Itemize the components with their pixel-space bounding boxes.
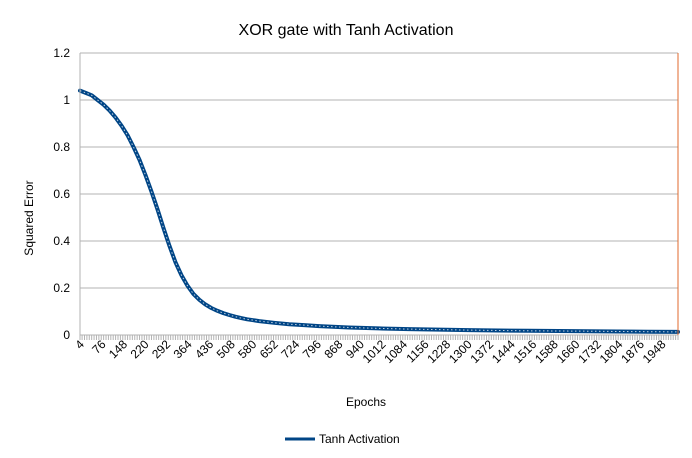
x-tick-label: 652 bbox=[257, 337, 281, 361]
x-tick-label: 868 bbox=[321, 337, 345, 361]
x-tick-label: 364 bbox=[171, 337, 195, 361]
x-tick-label: 1876 bbox=[618, 337, 647, 366]
x-tick-label: 1444 bbox=[489, 337, 518, 366]
x-tick-label: 220 bbox=[128, 337, 152, 361]
x-tick-label: 1156 bbox=[403, 337, 431, 365]
x-tick-label: 148 bbox=[106, 337, 130, 361]
legend-label: Tanh Activation bbox=[319, 432, 400, 446]
x-tick-label: 1516 bbox=[511, 337, 540, 366]
y-tick-label: 0 bbox=[63, 328, 70, 342]
x-axis-label: Epochs bbox=[346, 395, 386, 409]
x-tick-label: 508 bbox=[214, 337, 238, 361]
y-tick-label: 1.2 bbox=[53, 46, 70, 60]
x-tick-label: 1372 bbox=[467, 337, 496, 366]
y-tick-label: 1 bbox=[63, 93, 70, 107]
y-axis-label: Squared Error bbox=[22, 180, 36, 255]
legend: Tanh Activation bbox=[285, 432, 400, 446]
x-tick-label: 1804 bbox=[597, 337, 626, 366]
x-tick-label: 580 bbox=[235, 337, 259, 361]
x-tick-label: 436 bbox=[192, 337, 216, 361]
x-tick-label: 1948 bbox=[640, 337, 669, 366]
x-tick-labels: 4 761482202923644365085806527247968689401… bbox=[72, 337, 668, 366]
y-tick-label: 0.4 bbox=[53, 234, 70, 248]
gridlines bbox=[80, 52, 678, 289]
x-tick-label: 1228 bbox=[424, 337, 453, 366]
y-tick-label: 0.6 bbox=[53, 187, 70, 201]
y-tick-label: 0.2 bbox=[53, 281, 70, 295]
y-tick-label: 0.8 bbox=[53, 140, 70, 154]
y-tick-labels: 0 0.2 0.4 0.6 0.8 1 1.2 bbox=[53, 46, 70, 342]
x-tick-label: 724 bbox=[278, 337, 302, 361]
x-tick-label: 796 bbox=[300, 337, 324, 361]
x-tick-label: 1732 bbox=[575, 337, 604, 366]
x-tick-label: 1300 bbox=[446, 337, 475, 366]
x-tick-label: 1588 bbox=[532, 337, 561, 366]
x-tick-label: 1012 bbox=[360, 337, 389, 366]
x-tick-label: 1084 bbox=[381, 337, 410, 366]
chart-title: XOR gate with Tanh Activation bbox=[239, 22, 454, 39]
series-line-marker-texture bbox=[79, 90, 679, 333]
x-tick-label: 292 bbox=[149, 337, 173, 361]
x-tick-label: 1660 bbox=[554, 337, 583, 366]
series-layer bbox=[78, 88, 680, 334]
axes bbox=[79, 53, 679, 340]
